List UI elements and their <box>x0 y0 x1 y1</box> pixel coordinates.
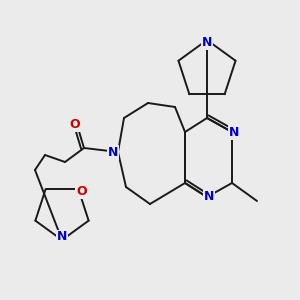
Text: O: O <box>76 185 87 198</box>
Text: N: N <box>229 125 239 139</box>
Text: N: N <box>204 190 214 203</box>
Text: N: N <box>108 146 118 158</box>
Text: O: O <box>70 118 80 130</box>
Text: N: N <box>57 230 67 244</box>
Text: N: N <box>202 35 212 49</box>
